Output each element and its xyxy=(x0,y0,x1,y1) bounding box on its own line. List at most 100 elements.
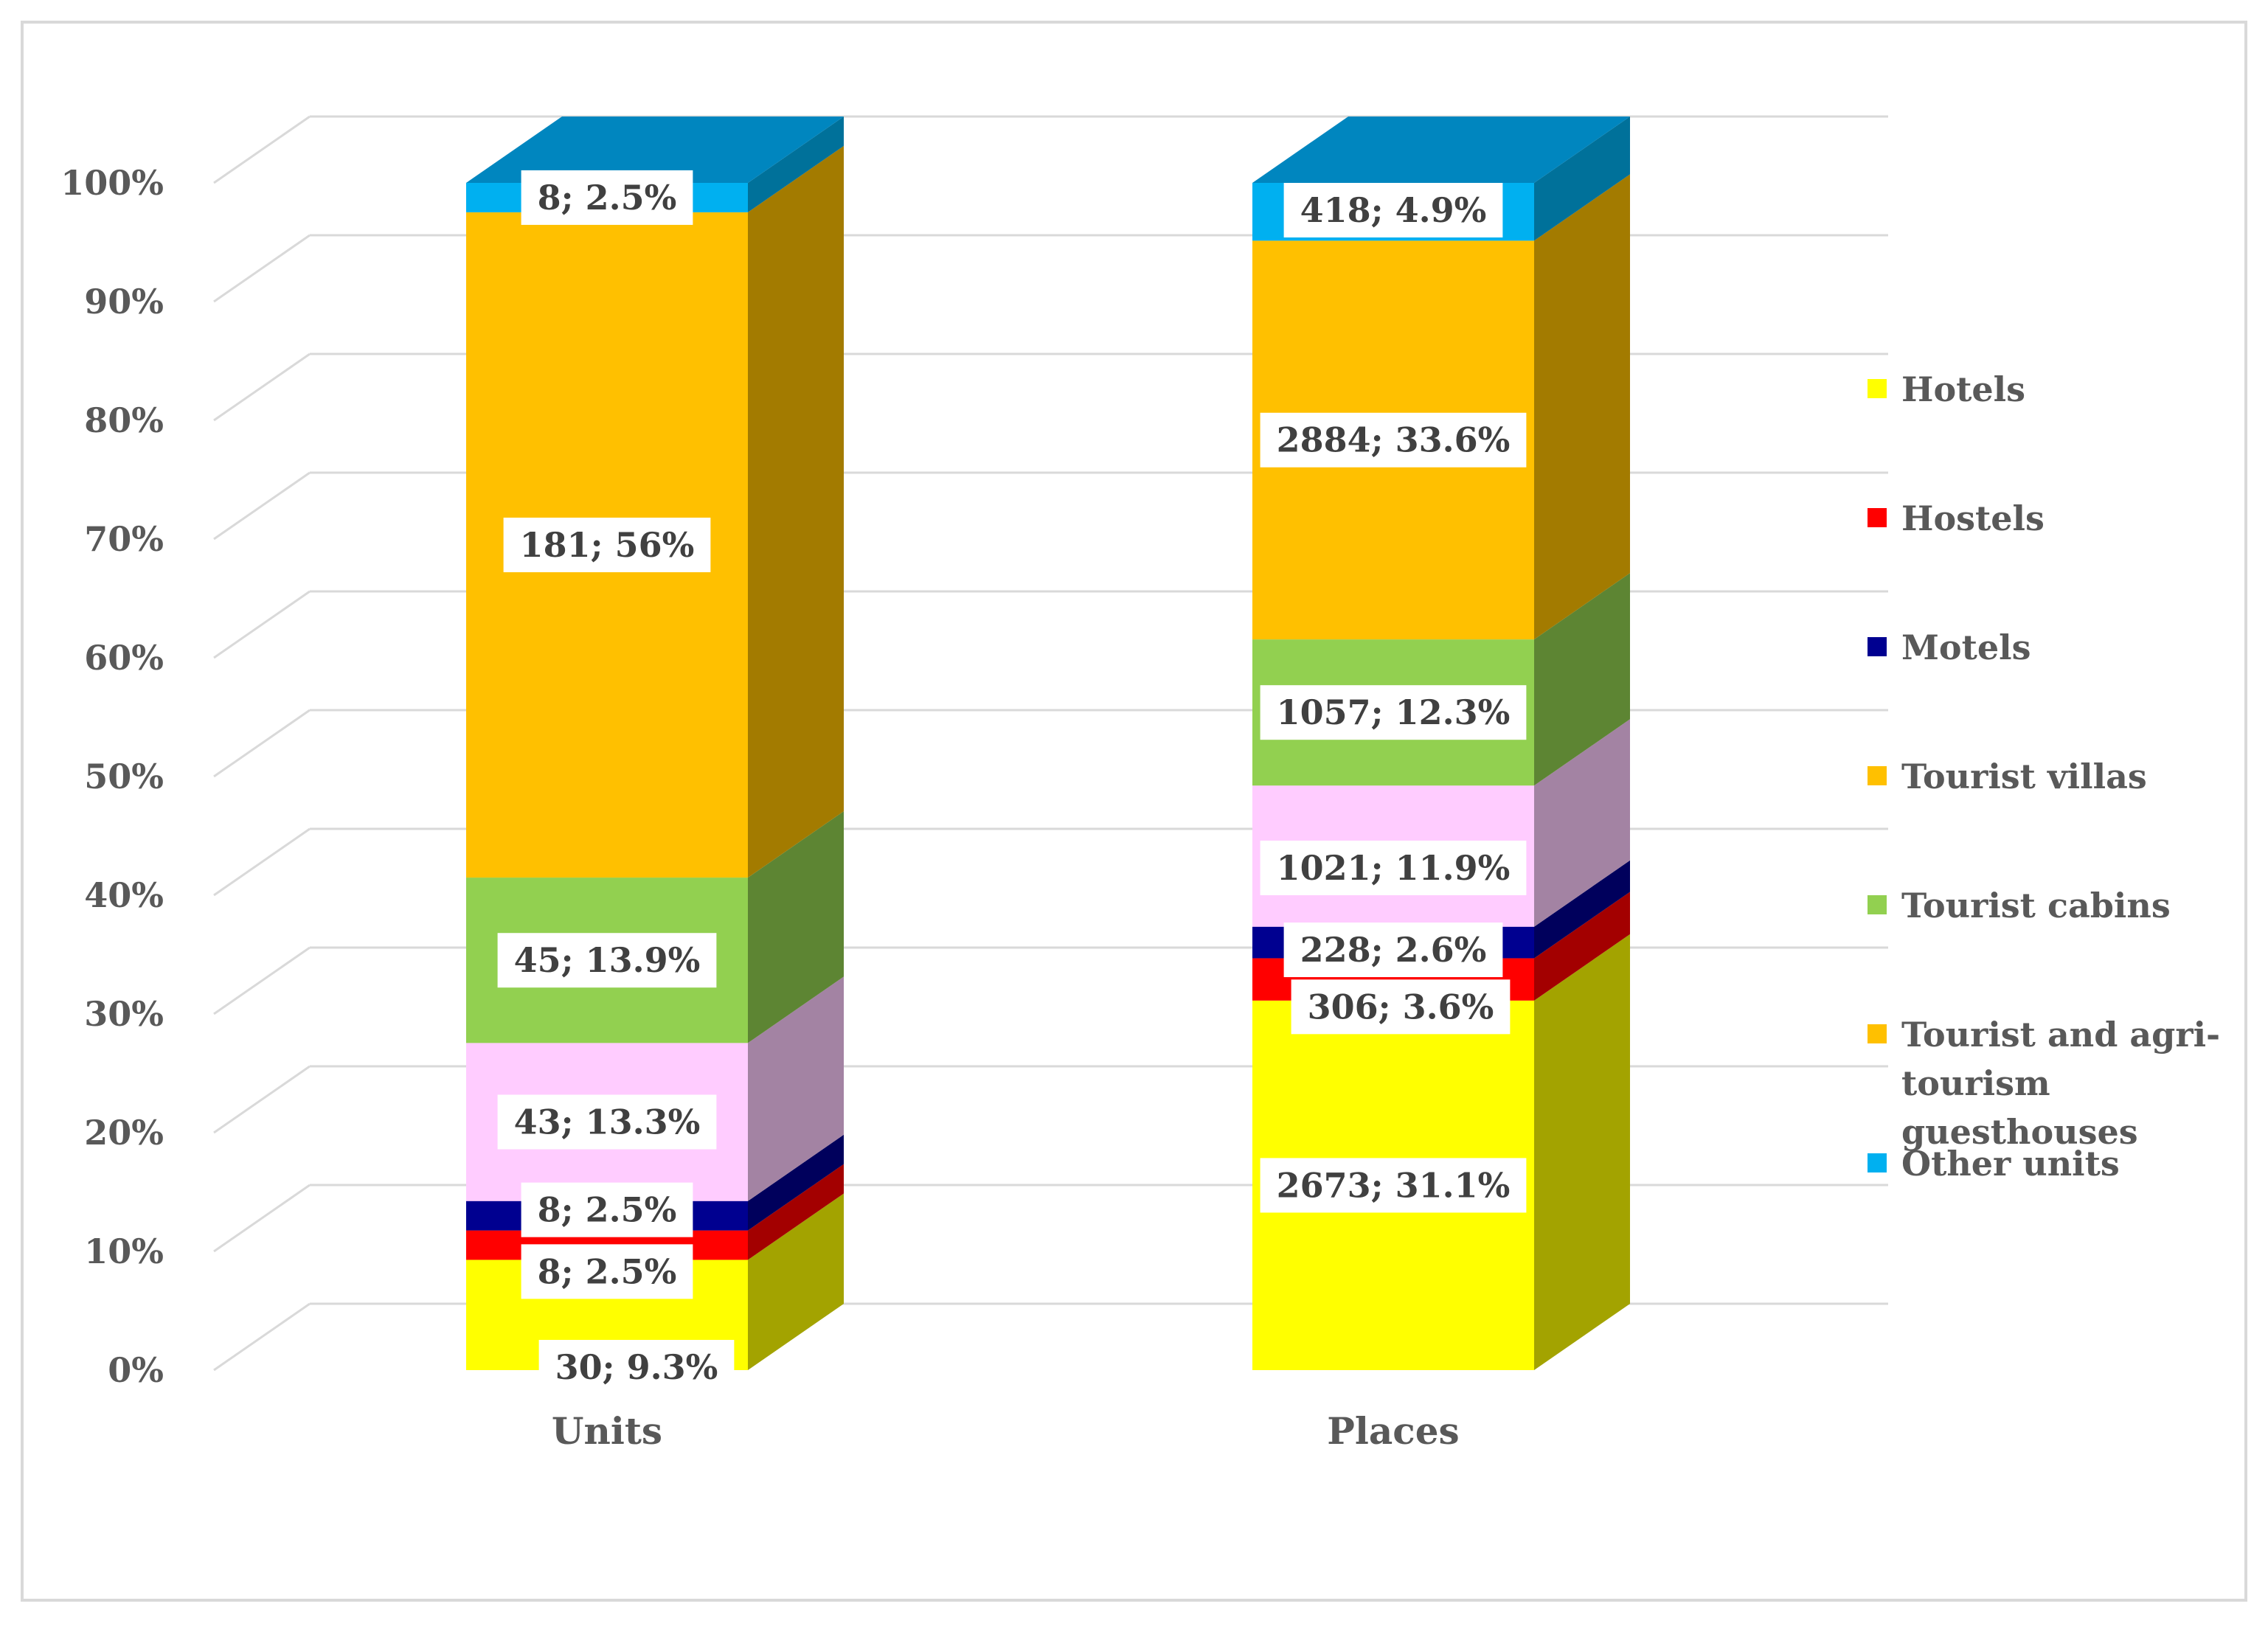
bar-side-places xyxy=(1534,934,1630,1370)
data-label: 8; 2.5% xyxy=(538,1190,677,1230)
data-label: 228; 2.6% xyxy=(1300,930,1487,970)
chart-border xyxy=(21,21,2247,1602)
y-tick-label: 70% xyxy=(84,519,164,559)
bar-side-places xyxy=(1534,892,1630,1001)
gridline-depth xyxy=(213,946,311,1015)
data-label: 2884; 33.6% xyxy=(1277,420,1511,460)
gridline-depth xyxy=(213,115,311,184)
x-category-label: Units xyxy=(552,1409,662,1453)
bar-side-places xyxy=(1534,719,1630,927)
legend-label: Hotels xyxy=(1901,369,2025,409)
legend-label: Tourist villas xyxy=(1901,757,2147,796)
x-category-label: Places xyxy=(1327,1409,1459,1453)
data-label-box xyxy=(538,1340,735,1394)
gridline-depth xyxy=(213,352,311,422)
data-label-group: 1021; 11.9% xyxy=(1260,840,1527,895)
data-label-box xyxy=(1291,979,1511,1035)
y-tick-label: 30% xyxy=(84,994,164,1034)
bar-side-units xyxy=(748,811,844,1043)
data-label: 2673; 31.1% xyxy=(1277,1165,1511,1205)
data-label-box xyxy=(521,170,693,225)
bar-side-units xyxy=(748,117,844,212)
legend-swatch xyxy=(1868,895,1887,914)
legend-label: Tourist and agri-tourism guesthouses xyxy=(1901,1015,2220,1152)
legend-label: Motels xyxy=(1901,628,2031,667)
bar-side-units xyxy=(748,976,844,1201)
data-label-box xyxy=(1260,840,1527,895)
data-label-group: 228; 2.6% xyxy=(1283,923,1503,978)
data-label-group: 8; 2.5% xyxy=(521,170,693,225)
data-label-group: 306; 3.6% xyxy=(1291,979,1511,1035)
y-tick-label: 100% xyxy=(60,163,164,203)
data-label-box xyxy=(521,1182,693,1237)
legend-swatch xyxy=(1868,1024,1887,1043)
data-label-group: 181; 56% xyxy=(503,517,711,572)
data-label-box xyxy=(1283,183,1503,238)
data-label-group: 418; 4.9% xyxy=(1283,183,1503,238)
y-tick-label: 90% xyxy=(84,282,164,322)
data-label: 45; 13.9% xyxy=(514,940,701,980)
y-tick-label: 20% xyxy=(84,1113,164,1153)
bar-side-places xyxy=(1534,860,1630,959)
gridline-depth xyxy=(213,709,311,778)
legend-label: Other units xyxy=(1901,1144,2120,1184)
data-label: 8; 2.5% xyxy=(538,178,677,218)
gridline-depth xyxy=(213,1302,311,1372)
bar-side-places xyxy=(1534,117,1630,241)
data-label-group: 1057; 12.3% xyxy=(1260,685,1527,740)
data-label: 418; 4.9% xyxy=(1300,190,1487,230)
data-label-group: 8; 2.5% xyxy=(521,1182,693,1237)
y-tick-label: 50% xyxy=(84,757,164,796)
data-label: 1021; 11.9% xyxy=(1277,848,1511,888)
legend-label: Hostels xyxy=(1901,498,2045,538)
gridline-depth xyxy=(213,234,311,303)
gridline-depth xyxy=(213,590,311,659)
y-tick-label: 40% xyxy=(84,875,164,915)
legend-swatch xyxy=(1868,508,1887,527)
legend-label: Tourist cabins xyxy=(1901,886,2171,925)
y-tick-label: 10% xyxy=(84,1231,164,1271)
legend: Hotels Hostels Motels Tourist villas Tourist… xyxy=(1868,369,2220,1184)
data-label: 1057; 12.3% xyxy=(1277,692,1511,732)
data-labels: 30; 9.3% 8; 2.5% 8; 2.5% 43; 13.3% 45; 13.9%… xyxy=(497,170,1527,1394)
data-label-box xyxy=(503,517,711,572)
data-label-group: 45; 13.9% xyxy=(497,933,717,988)
data-label: 43; 13.3% xyxy=(514,1102,701,1142)
bar-top-places xyxy=(1252,117,1630,183)
y-tick-label: 80% xyxy=(84,400,164,440)
bar-side-units xyxy=(748,1134,844,1231)
data-label-group: 43; 13.3% xyxy=(497,1094,717,1150)
legend-swatch xyxy=(1868,766,1887,785)
x-axis-categories: Units Places xyxy=(552,1409,1460,1453)
bar-top-units xyxy=(466,117,844,183)
data-label-box xyxy=(1260,1158,1527,1213)
data-label-group: 2673; 31.1% xyxy=(1260,1158,1527,1213)
legend-swatch xyxy=(1868,637,1887,656)
data-label-box xyxy=(1260,412,1527,468)
bar-side-units xyxy=(748,1164,844,1260)
data-label-box xyxy=(497,1094,717,1150)
bar-side-units xyxy=(748,145,844,878)
legend-swatch xyxy=(1868,379,1887,398)
data-label: 30; 9.3% xyxy=(555,1347,718,1387)
gridline-depth xyxy=(213,1184,311,1253)
data-label-group: 30; 9.3% xyxy=(538,1340,735,1394)
gridline-depth xyxy=(213,471,311,541)
data-label-group: 8; 2.5% xyxy=(521,1244,693,1299)
data-label: 8; 2.5% xyxy=(538,1251,677,1291)
data-label-box xyxy=(1260,685,1527,740)
data-label: 181; 56% xyxy=(520,525,695,565)
y-tick-label: 60% xyxy=(84,638,164,678)
bar-side-units xyxy=(748,1193,844,1370)
data-label-group: 2884; 33.6% xyxy=(1260,412,1527,468)
y-tick-label: 0% xyxy=(108,1350,164,1390)
data-label-box xyxy=(497,933,717,988)
bar-side-places xyxy=(1534,174,1630,640)
data-label: 306; 3.6% xyxy=(1308,987,1494,1026)
legend-swatch xyxy=(1868,1153,1887,1172)
gridline-depth xyxy=(213,1065,311,1134)
bar-side-places xyxy=(1534,573,1630,786)
y-axis-ticks: 0% 10% 20% 30% 40% 50% 60% 70% 80% 90% 100% xyxy=(60,163,164,1390)
